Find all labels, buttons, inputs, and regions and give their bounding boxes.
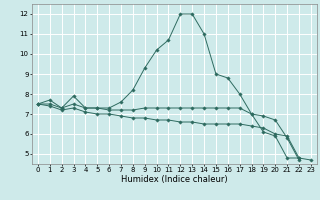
- X-axis label: Humidex (Indice chaleur): Humidex (Indice chaleur): [121, 175, 228, 184]
